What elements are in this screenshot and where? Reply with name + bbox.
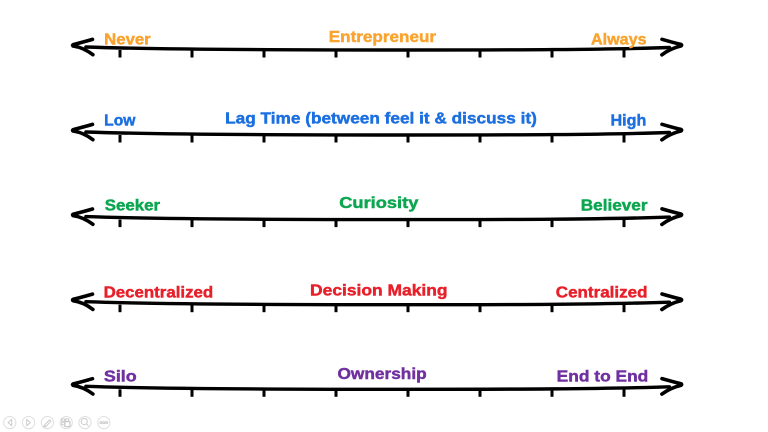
svg-text:Seeker: Seeker: [105, 197, 160, 214]
svg-text:Low: Low: [104, 113, 136, 130]
svg-text:Silo: Silo: [104, 368, 137, 385]
svg-text:Decentralized: Decentralized: [104, 285, 214, 302]
svg-text:End to End: End to End: [557, 368, 649, 385]
svg-text:Decision Making: Decision Making: [310, 282, 448, 299]
svg-text:Always: Always: [591, 31, 647, 48]
svg-text:High: High: [611, 113, 647, 130]
svg-text:Entrepreneur: Entrepreneur: [329, 29, 436, 46]
svg-text:Lag Time (between feel it & di: Lag Time (between feel it & discuss it): [225, 110, 537, 127]
svg-text:Believer: Believer: [581, 197, 648, 214]
svg-text:Ownership: Ownership: [338, 366, 427, 383]
svg-text:Never: Never: [104, 31, 151, 48]
svg-text:Curiosity: Curiosity: [339, 195, 418, 212]
svg-text:Centralized: Centralized: [556, 285, 648, 302]
